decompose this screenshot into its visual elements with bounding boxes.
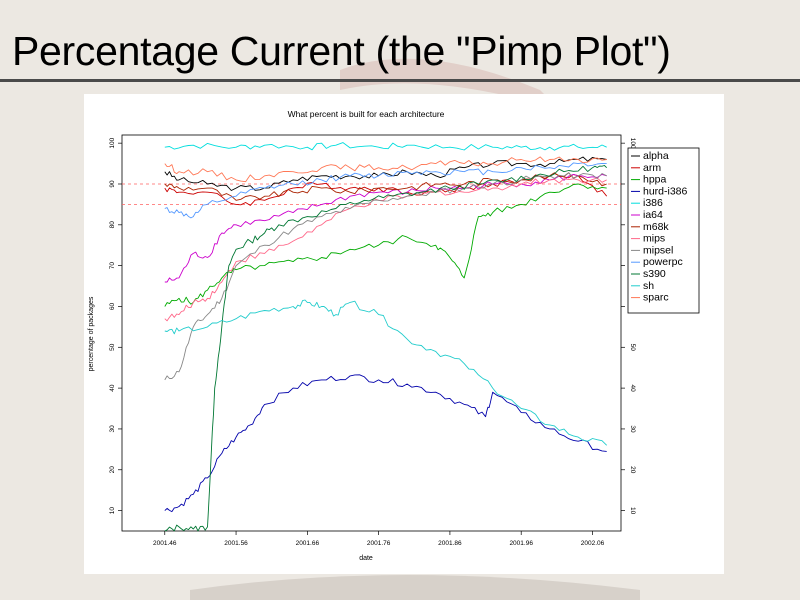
- legend-label-powerpc: powerpc: [643, 256, 683, 268]
- x-axis: 2001.46 2001.56 2001.66 2001.76 2001.86 2001.…: [153, 531, 605, 547]
- y-tick-label-left: 100: [109, 137, 116, 148]
- legend-label-m68k: m68k: [643, 221, 669, 233]
- x-tick-label: 2001.66: [296, 540, 320, 547]
- series-line-mipsel: [164, 172, 607, 381]
- legend-label-ia64: ia64: [643, 209, 663, 221]
- series-line-hurd-i386: [164, 374, 607, 513]
- x-tick-label: 2001.76: [367, 540, 391, 547]
- legend-label-mipsel: mipsel: [643, 244, 673, 256]
- y-tick-label-right: 100: [629, 138, 636, 149]
- x-tick-label: 2001.46: [153, 540, 177, 547]
- legend-label-s390: s390: [643, 268, 666, 280]
- x-tick-label: 2001.96: [509, 540, 533, 547]
- x-tick-label: 2001.56: [224, 540, 248, 547]
- legend-label-hurd-i386: hurd-i386: [643, 185, 688, 197]
- y-tick-label-left: 90: [109, 180, 116, 188]
- y-tick-label-left: 70: [109, 262, 116, 270]
- x-tick-label: 2002.06: [581, 540, 605, 547]
- legend-label-sh: sh: [643, 280, 654, 292]
- y-tick-label-left: 20: [109, 466, 116, 474]
- legend-label-i386: i386: [643, 197, 663, 209]
- series-line-i386: [164, 142, 607, 151]
- plot-frame: [121, 134, 622, 532]
- series-line-mips: [164, 177, 607, 322]
- y-tick-label-right: 50: [629, 344, 636, 352]
- y-tick-label-left: 40: [109, 384, 116, 392]
- y-axis-label: percentage of packages: [88, 296, 95, 371]
- x-axis-label: date: [359, 555, 373, 562]
- y-tick-label-left: 10: [109, 507, 116, 515]
- plot-panel: What percent is built for each architect…: [84, 94, 724, 574]
- reference-lines: [122, 183, 621, 205]
- y-tick-label-right: 20: [629, 466, 636, 474]
- legend-label-mips: mips: [643, 233, 665, 245]
- y-tick-label-right: 30: [629, 425, 636, 433]
- series-line-hppa: [164, 183, 607, 307]
- y-tick-label-right: 10: [629, 507, 636, 515]
- y-tick-label-left: 50: [109, 343, 116, 351]
- chart-title: What percent is built for each architect…: [288, 109, 445, 119]
- series-line-sh: [164, 299, 608, 446]
- x-tick-label: 2001.86: [438, 540, 462, 547]
- legend-label-alpha: alpha: [643, 150, 669, 162]
- series-line-sparc: [164, 156, 607, 183]
- legend-label-sparc: sparc: [643, 292, 669, 304]
- series-line-s390: [164, 165, 608, 532]
- chart-svg: What percent is built for each architect…: [88, 109, 700, 562]
- legend: alphaarmhppahurd-i386i386ia64m68kmipsmip…: [627, 147, 700, 314]
- y-tick-label-right: 40: [629, 384, 636, 392]
- slide-title: Percentage Current (the "Pimp Plot"): [12, 28, 671, 74]
- title-divider: [0, 79, 800, 82]
- legend-label-hppa: hppa: [643, 174, 667, 186]
- series-line-powerpc: [164, 162, 607, 219]
- series-line-m68k: [164, 172, 607, 201]
- y-tick-label-left: 60: [109, 302, 116, 310]
- y-tick-label-left: 80: [109, 221, 116, 229]
- y-axis-left: 10 20 30 40 50 60 70 80 90 100: [109, 137, 122, 514]
- series-lines: [164, 142, 608, 532]
- legend-label-arm: arm: [643, 162, 661, 174]
- y-tick-label-left: 30: [109, 425, 116, 433]
